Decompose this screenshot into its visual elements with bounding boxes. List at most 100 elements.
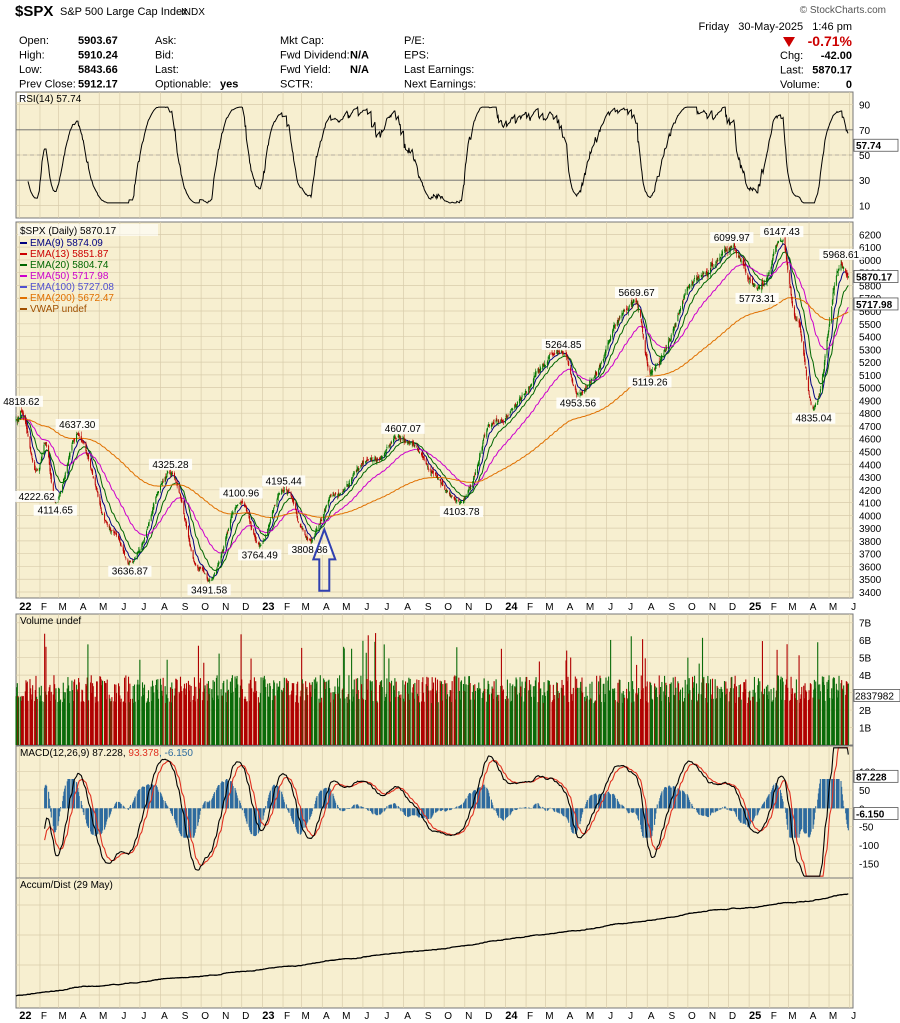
- volume-bar: [162, 677, 164, 745]
- macd-histogram-bar: [137, 789, 140, 809]
- macd-histogram-bar: [707, 808, 709, 818]
- macd-histogram-bar: [101, 808, 103, 833]
- volume-bar: [785, 679, 787, 745]
- volume-bar: [365, 652, 367, 745]
- candle-body: [805, 366, 807, 368]
- candle-body: [594, 373, 596, 378]
- candle-body: [195, 564, 197, 566]
- macd-histogram-bar: [459, 805, 461, 809]
- macd-histogram-bar: [374, 808, 376, 814]
- macd-histogram-bar: [123, 807, 126, 809]
- macd-histogram-bar: [141, 786, 144, 809]
- macd-histogram-bar: [254, 808, 256, 837]
- candle-body: [619, 316, 621, 318]
- volume-bar: [721, 692, 724, 745]
- volume-bar: [81, 689, 83, 745]
- volume-bar: [418, 702, 421, 745]
- candle-body: [572, 384, 574, 386]
- volume-bar: [189, 684, 191, 745]
- volume-bar: [637, 693, 639, 745]
- volume-bar: [845, 681, 847, 745]
- candle-body: [77, 433, 79, 435]
- x-axis-label: D: [242, 1011, 249, 1022]
- candle-body: [739, 258, 741, 262]
- candle-body: [730, 245, 732, 248]
- candle-body: [319, 521, 321, 525]
- volume-bar: [579, 687, 581, 745]
- candle-body: [29, 437, 31, 448]
- candle-body: [379, 458, 381, 459]
- volume-bar: [235, 687, 237, 745]
- volume-bar: [645, 686, 647, 745]
- macd-histogram-bar: [664, 786, 666, 809]
- macd-histogram-bar: [353, 805, 355, 809]
- volume-bar: [277, 690, 279, 745]
- macd-histogram-bar: [540, 807, 542, 809]
- volume-bar: [683, 697, 686, 745]
- volume-bar: [770, 689, 772, 745]
- candle-body: [814, 404, 816, 408]
- quote-value: N/A: [350, 50, 369, 62]
- candle-body: [206, 573, 208, 579]
- macd-histogram-bar: [655, 808, 657, 814]
- candle-body: [496, 422, 498, 424]
- volume-bar: [799, 698, 801, 745]
- macd-histogram-bar: [801, 808, 803, 829]
- candle-body: [199, 567, 201, 569]
- volume-bar: [353, 679, 355, 745]
- rsi-y-tick: 10: [859, 201, 871, 212]
- volume-bar: [558, 698, 560, 745]
- macd-histogram-bar: [843, 806, 845, 809]
- volume-bar: [147, 698, 149, 745]
- price-annotation: 4835.04: [796, 414, 833, 425]
- macd-histogram-bar: [151, 784, 154, 809]
- volume-bar: [161, 695, 164, 745]
- candle-body: [128, 562, 130, 565]
- macd-histogram-bar: [614, 795, 616, 809]
- macd-histogram-bar: [78, 796, 80, 809]
- volume-bar: [110, 701, 112, 745]
- candle-body: [405, 441, 407, 443]
- volume-bar: [666, 685, 668, 745]
- candle-body: [670, 334, 672, 340]
- volume-bar: [383, 644, 385, 745]
- macd-histogram-bar: [148, 785, 150, 809]
- candle-body: [376, 459, 378, 462]
- macd-histogram-bar: [50, 808, 52, 818]
- candle-body: [642, 325, 644, 333]
- volume-bar: [677, 681, 679, 745]
- candle-body: [371, 460, 373, 462]
- candle-body: [101, 511, 103, 514]
- volume-bar: [707, 683, 710, 745]
- candle-body: [356, 469, 358, 473]
- macd-histogram-bar: [538, 804, 540, 809]
- volume-bar: [355, 678, 357, 745]
- price-annotation-bg: [15, 490, 59, 502]
- volume-bar: [43, 701, 45, 745]
- candle-body: [636, 302, 638, 304]
- macd-histogram-bar: [162, 800, 164, 809]
- volume-bar: [636, 695, 638, 745]
- volume-bar: [213, 700, 215, 745]
- macd-histogram-bar: [810, 808, 812, 832]
- candle-body: [400, 438, 402, 440]
- volume-bar: [668, 696, 670, 745]
- volume-bar: [739, 684, 742, 745]
- volume-bar: [453, 676, 455, 745]
- volume-bar: [781, 677, 783, 745]
- volume-bar: [474, 690, 477, 745]
- macd-histogram-bar: [361, 806, 363, 809]
- macd-histogram-bar: [180, 808, 182, 836]
- x-axis-label: F: [284, 1011, 290, 1022]
- candle-body: [561, 351, 563, 353]
- candle-body: [767, 276, 769, 279]
- volume-bar: [171, 682, 173, 745]
- volume-bar: [305, 688, 307, 745]
- candle-body: [91, 469, 93, 472]
- macd-histogram-bar: [439, 808, 441, 811]
- macd-histogram-bar: [333, 796, 335, 809]
- macd-histogram-bar: [603, 793, 605, 809]
- price-x-axis: 22 F M A M J J A S O N D 23 F M A M J J A S O N D 24 F M A M J J A S O N D 2…: [19, 601, 856, 613]
- macd-histogram-bar: [659, 798, 661, 809]
- macd-histogram-bar: [807, 808, 809, 837]
